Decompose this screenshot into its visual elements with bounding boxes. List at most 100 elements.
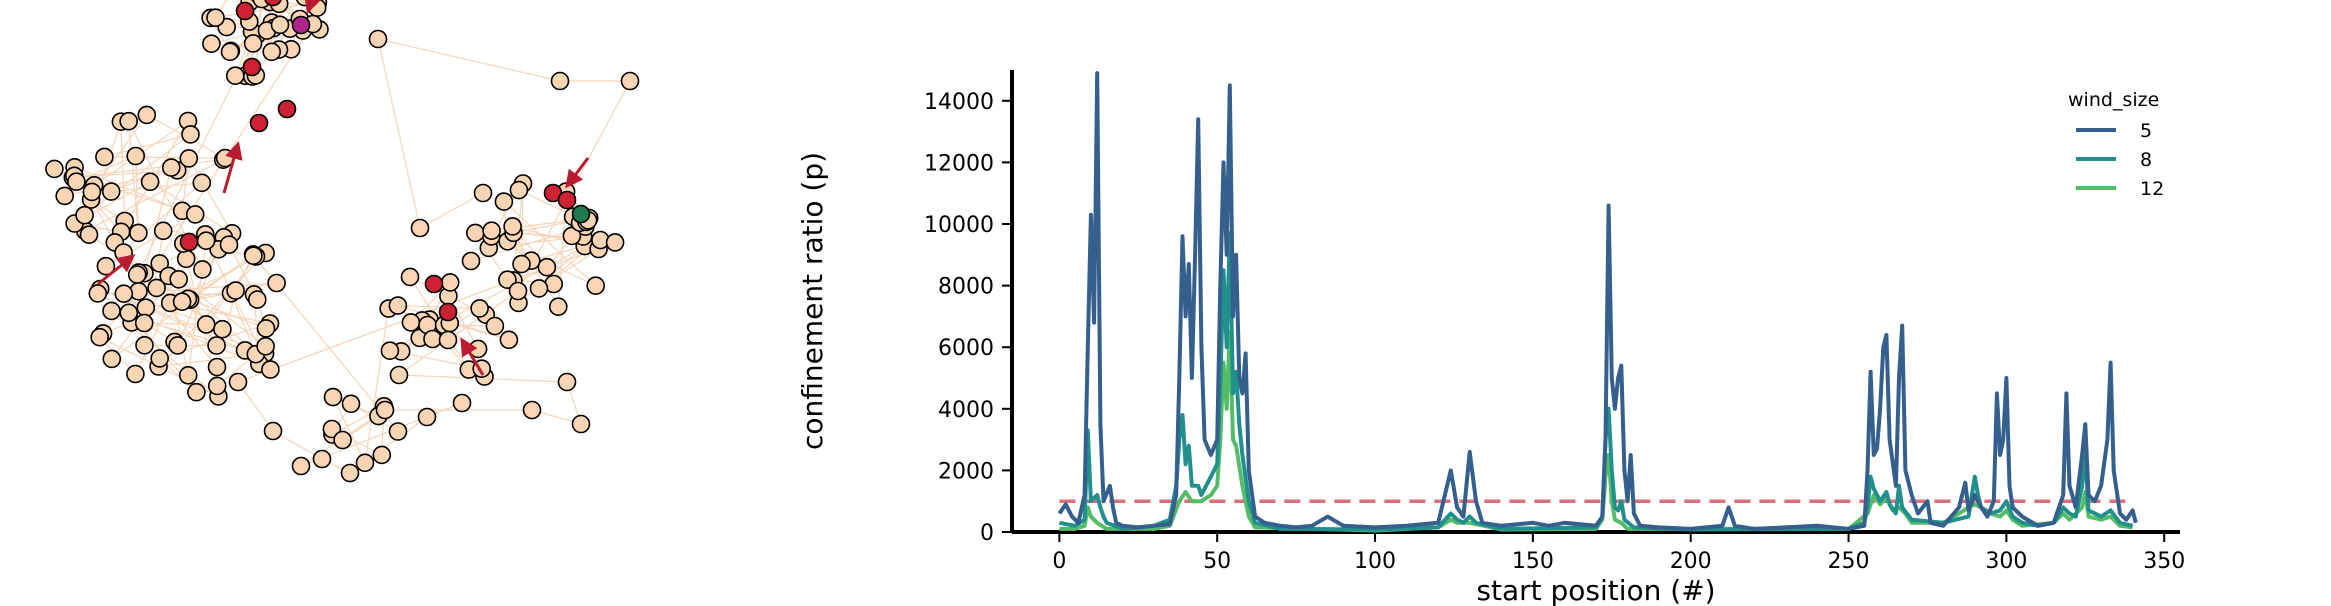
trajectory-point bbox=[312, 449, 332, 469]
trajectory-point bbox=[401, 313, 421, 332]
trajectory-point bbox=[548, 297, 568, 317]
series-line-5 bbox=[1057, 71, 2138, 531]
trajectory-point bbox=[96, 256, 116, 276]
trajectory-point bbox=[176, 249, 196, 269]
series-line-12 bbox=[1059, 329, 2133, 533]
y-axis-label: confinement ratio (p) bbox=[796, 152, 829, 450]
confinement-arrow bbox=[222, 141, 243, 194]
trajectory-point bbox=[512, 254, 531, 274]
trajectory-point bbox=[270, 15, 290, 35]
trajectory-point bbox=[620, 71, 640, 91]
trajectory-point bbox=[181, 125, 200, 144]
y-tick-label: 10000 bbox=[924, 213, 994, 238]
trajectory-point bbox=[185, 205, 205, 224]
trajectory-point bbox=[323, 387, 343, 407]
x-tick-label: 150 bbox=[1512, 549, 1554, 574]
trajectory-point bbox=[126, 364, 145, 384]
trajectory-point bbox=[179, 149, 199, 168]
x-tick-label: 50 bbox=[1203, 549, 1231, 574]
trajectory-point bbox=[153, 221, 173, 241]
trajectory-point bbox=[499, 330, 519, 350]
trajectory-point bbox=[55, 186, 74, 206]
trajectory-point bbox=[333, 430, 352, 450]
trajectory-point bbox=[322, 419, 342, 439]
trajectory-point bbox=[340, 463, 360, 483]
y-tick-label: 4000 bbox=[938, 398, 994, 423]
confined-point bbox=[249, 113, 269, 133]
trajectory-point bbox=[388, 296, 408, 315]
y-tick-label: 2000 bbox=[938, 459, 994, 484]
trajectory-point bbox=[119, 303, 139, 323]
trajectory-point bbox=[388, 422, 408, 441]
trajectory-point bbox=[228, 372, 248, 392]
trajectory-point bbox=[461, 251, 481, 271]
confined-point bbox=[235, 1, 255, 21]
trajectory-point bbox=[355, 453, 375, 473]
trajectory-point bbox=[503, 217, 522, 236]
trajectory-point bbox=[192, 173, 212, 193]
x-tick-label: 100 bbox=[1354, 549, 1396, 574]
trajectory-point bbox=[102, 349, 122, 369]
trajectory-point bbox=[508, 281, 528, 301]
trajectory-point bbox=[127, 265, 147, 284]
trajectory-point bbox=[196, 231, 216, 250]
trajectory-point bbox=[114, 284, 134, 304]
confinement-arrow bbox=[460, 337, 485, 376]
x-axis: 0 50 100 150 200 250 300 350 bbox=[1012, 530, 2185, 574]
x-tick-label: 300 bbox=[1985, 549, 2027, 574]
trajectory-point bbox=[586, 276, 606, 296]
trajectory-point bbox=[126, 146, 145, 166]
trajectory-point bbox=[147, 278, 166, 298]
confined-point bbox=[179, 232, 199, 252]
legend-label-12: 12 bbox=[2140, 178, 2164, 200]
legend-label-5: 5 bbox=[2140, 120, 2152, 142]
trajectory-point bbox=[134, 313, 154, 333]
confined-point bbox=[557, 190, 577, 210]
trajectory-point bbox=[187, 382, 206, 402]
trajectory-point bbox=[207, 336, 226, 355]
y-axis: 0 2000 4000 6000 8000 10000 12000 14000 bbox=[924, 70, 1014, 546]
trajectory-point bbox=[247, 290, 267, 309]
legend-title: wind_size bbox=[2068, 89, 2159, 111]
trajectory-point bbox=[470, 299, 489, 318]
trajectory-point bbox=[509, 180, 529, 200]
x-tick-label: 0 bbox=[1052, 549, 1066, 574]
trajectory-point bbox=[380, 341, 400, 361]
trajectory-point bbox=[79, 225, 99, 244]
line-chart-panel: 0 2000 4000 6000 8000 10000 12000 14000 0 50 100 1… bbox=[796, 70, 2185, 606]
confinement-arrow bbox=[565, 157, 590, 189]
trajectory-point bbox=[162, 158, 181, 177]
trajectory-point bbox=[261, 360, 280, 379]
trajectory-point bbox=[465, 223, 485, 243]
trajectory-point bbox=[226, 66, 245, 85]
trajectory-point bbox=[88, 284, 108, 303]
trajectory-point bbox=[226, 281, 245, 300]
x-tick-label: 200 bbox=[1670, 549, 1712, 574]
trajectory-point bbox=[135, 335, 154, 355]
trajectory-point bbox=[244, 246, 263, 265]
trajectory-point bbox=[202, 34, 221, 54]
trajectory-point bbox=[291, 456, 311, 476]
x-tick-label: 250 bbox=[1828, 549, 1870, 574]
trajectory-point bbox=[400, 267, 420, 287]
trajectory-point bbox=[219, 235, 239, 254]
y-tick-label: 8000 bbox=[938, 275, 994, 300]
trajectory-point bbox=[473, 183, 493, 203]
trajectory-point bbox=[178, 365, 198, 385]
trajectory-point bbox=[372, 445, 392, 465]
y-tick-label: 12000 bbox=[924, 151, 994, 176]
x-axis-label: start position (#) bbox=[1476, 574, 1715, 606]
trajectory-point bbox=[150, 349, 169, 368]
trajectory-point bbox=[172, 292, 192, 312]
trajectory-point bbox=[438, 330, 458, 350]
confined-point bbox=[277, 99, 297, 119]
x-tick-label: 350 bbox=[2143, 549, 2185, 574]
trajectory-point bbox=[207, 376, 227, 396]
y-tick-label: 0 bbox=[980, 521, 994, 546]
trajectory-point bbox=[137, 105, 157, 125]
trajectory-point bbox=[150, 254, 169, 273]
trajectory-point bbox=[423, 329, 442, 349]
trajectory-point bbox=[410, 218, 430, 238]
confinement-arrow bbox=[97, 254, 136, 286]
